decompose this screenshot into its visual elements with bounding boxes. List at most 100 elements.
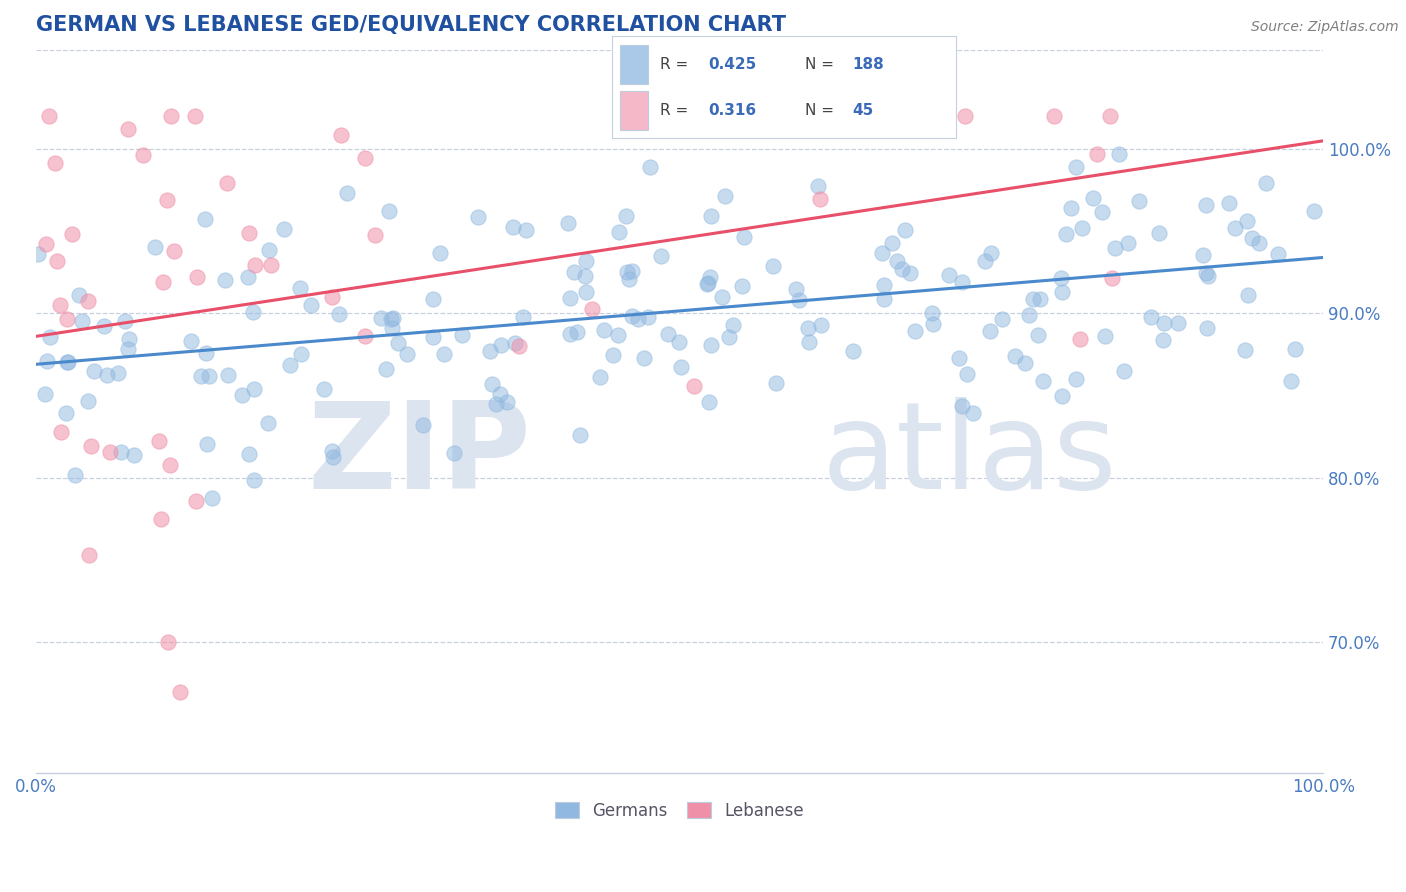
Point [668,334,690,349]
Point [201,491,224,506]
Point [46,253,69,268]
Point [614,209,637,223]
Point [1064,160,1087,174]
Point [242,473,264,487]
Point [481,377,503,392]
Point [363,228,385,243]
Point [956,367,979,381]
Point [568,427,591,442]
Point [273,222,295,236]
Point [321,443,343,458]
Point [904,325,927,339]
Point [1153,317,1175,331]
Point [808,192,831,206]
Point [67,287,90,301]
Point [627,312,650,326]
Point [953,109,976,123]
Point [893,222,915,236]
Point [77,393,100,408]
Point [765,376,787,390]
Point [1043,109,1066,123]
Text: 0.316: 0.316 [709,103,756,118]
Point [322,450,344,464]
Point [880,235,903,250]
Point [422,292,444,306]
Point [581,301,603,316]
Point [1236,213,1258,227]
Point [1087,147,1109,161]
Point [1018,309,1040,323]
Point [34,386,56,401]
Point [479,344,502,359]
Point [1022,293,1045,307]
Point [950,275,973,289]
Point [991,311,1014,326]
Point [731,279,754,293]
Point [721,318,744,333]
Point [1279,374,1302,388]
Point [395,346,418,360]
Point [93,318,115,333]
Point [429,246,451,260]
Point [336,186,359,200]
Point [1014,356,1036,370]
Point [1104,241,1126,255]
Point [63,468,86,483]
Point [380,312,402,326]
Text: ZIP: ZIP [308,397,531,514]
Point [217,368,239,383]
Point [148,434,170,449]
Point [696,277,718,292]
Point [697,276,720,290]
Point [1152,334,1174,348]
Point [354,329,377,343]
Point [1195,198,1218,212]
Point [484,397,506,411]
Point [160,109,183,123]
Point [117,342,139,356]
Point [841,344,863,359]
Point [980,245,1002,260]
Point [1241,231,1264,245]
Point [950,400,973,414]
Point [1218,195,1240,210]
Point [27,247,49,261]
Point [558,292,581,306]
Point [118,332,141,346]
Point [370,311,392,326]
Point [433,347,456,361]
Point [607,225,630,239]
Point [810,318,832,332]
Point [1147,226,1170,240]
Point [710,290,733,304]
Point [700,209,723,223]
Point [938,268,960,282]
Text: GERMAN VS LEBANESE GED/EQUIVALENCY CORRELATION CHART: GERMAN VS LEBANESE GED/EQUIVALENCY CORRE… [37,15,786,35]
Point [637,310,659,324]
Point [617,272,640,286]
Point [96,368,118,383]
Point [873,292,896,306]
Point [159,458,181,472]
Point [669,359,692,374]
Point [921,306,943,320]
Point [1101,271,1123,285]
Point [56,354,79,368]
Point [257,416,280,430]
Point [1237,287,1260,301]
Point [215,176,238,190]
Point [186,494,208,508]
Point [620,264,643,278]
Point [657,327,679,342]
Point [682,379,704,393]
Point [512,310,534,324]
Point [110,444,132,458]
Point [503,335,526,350]
Point [1112,364,1135,378]
Point [697,395,720,409]
Point [374,362,396,376]
Point [650,249,672,263]
Point [77,293,100,308]
Point [602,348,624,362]
Point [242,304,264,318]
